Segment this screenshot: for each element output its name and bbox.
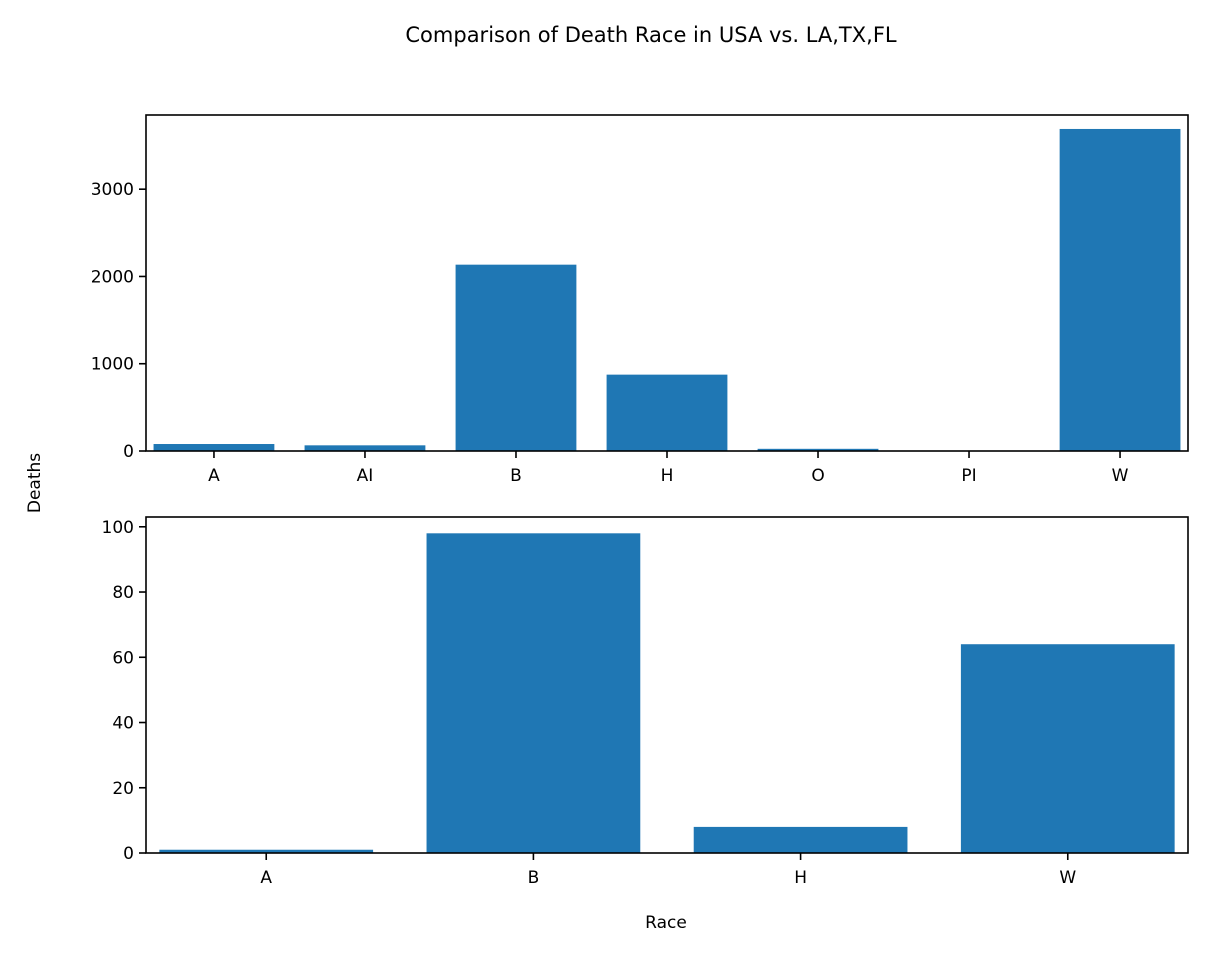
state-x-tick-label: W <box>1059 868 1076 888</box>
usa-bar-a <box>153 444 275 451</box>
state-x-tick-label: H <box>794 868 807 888</box>
subplot-la-tx-fl: A B H W 0 20 40 60 80 100 <box>102 516 1189 888</box>
usa-y-tick-label: 3000 <box>91 180 134 200</box>
usa-x-tick-label: PI <box>961 466 976 486</box>
usa-bar-w <box>1059 128 1181 451</box>
state-bar-a <box>159 849 374 853</box>
state-y-tick-label: 20 <box>112 779 134 799</box>
y-axis-label: Deaths <box>25 453 45 513</box>
state-y-tick-label: 80 <box>112 583 134 603</box>
usa-x-tick-label: O <box>811 466 824 486</box>
state-x-tick-label: A <box>260 868 272 888</box>
state-y-tick-label: 0 <box>123 844 134 864</box>
state-y-tick-label: 100 <box>102 518 134 538</box>
usa-y-tick-label: 0 <box>123 442 134 462</box>
usa-axes-frame <box>145 114 1189 452</box>
state-y-tick-label: 60 <box>112 648 134 668</box>
state-bar-b <box>426 533 641 853</box>
usa-x-tick-label: AI <box>357 466 374 486</box>
usa-bar-b <box>455 264 577 451</box>
usa-bar-ai <box>304 445 426 451</box>
usa-x-tick-label: B <box>510 466 522 486</box>
state-axes-frame <box>145 516 1189 854</box>
usa-x-tick-label: A <box>208 466 220 486</box>
state-bar-w <box>960 644 1175 853</box>
subplot-usa: A AI B H O PI W 0 1000 2000 3000 <box>91 114 1189 486</box>
usa-bar-o <box>757 448 879 451</box>
usa-y-tick-label: 1000 <box>91 355 134 375</box>
usa-x-tick-label: W <box>1112 466 1129 486</box>
state-x-tick-label: B <box>528 868 540 888</box>
usa-y-tick-label: 2000 <box>91 267 134 287</box>
x-axis-label: Race <box>645 913 687 933</box>
usa-bar-h <box>606 374 728 451</box>
usa-x-tick-label: H <box>661 466 674 486</box>
figure-title: Comparison of Death Race in USA vs. LA,T… <box>405 23 897 47</box>
state-y-tick-label: 40 <box>112 714 134 734</box>
state-bar-h <box>693 826 908 853</box>
